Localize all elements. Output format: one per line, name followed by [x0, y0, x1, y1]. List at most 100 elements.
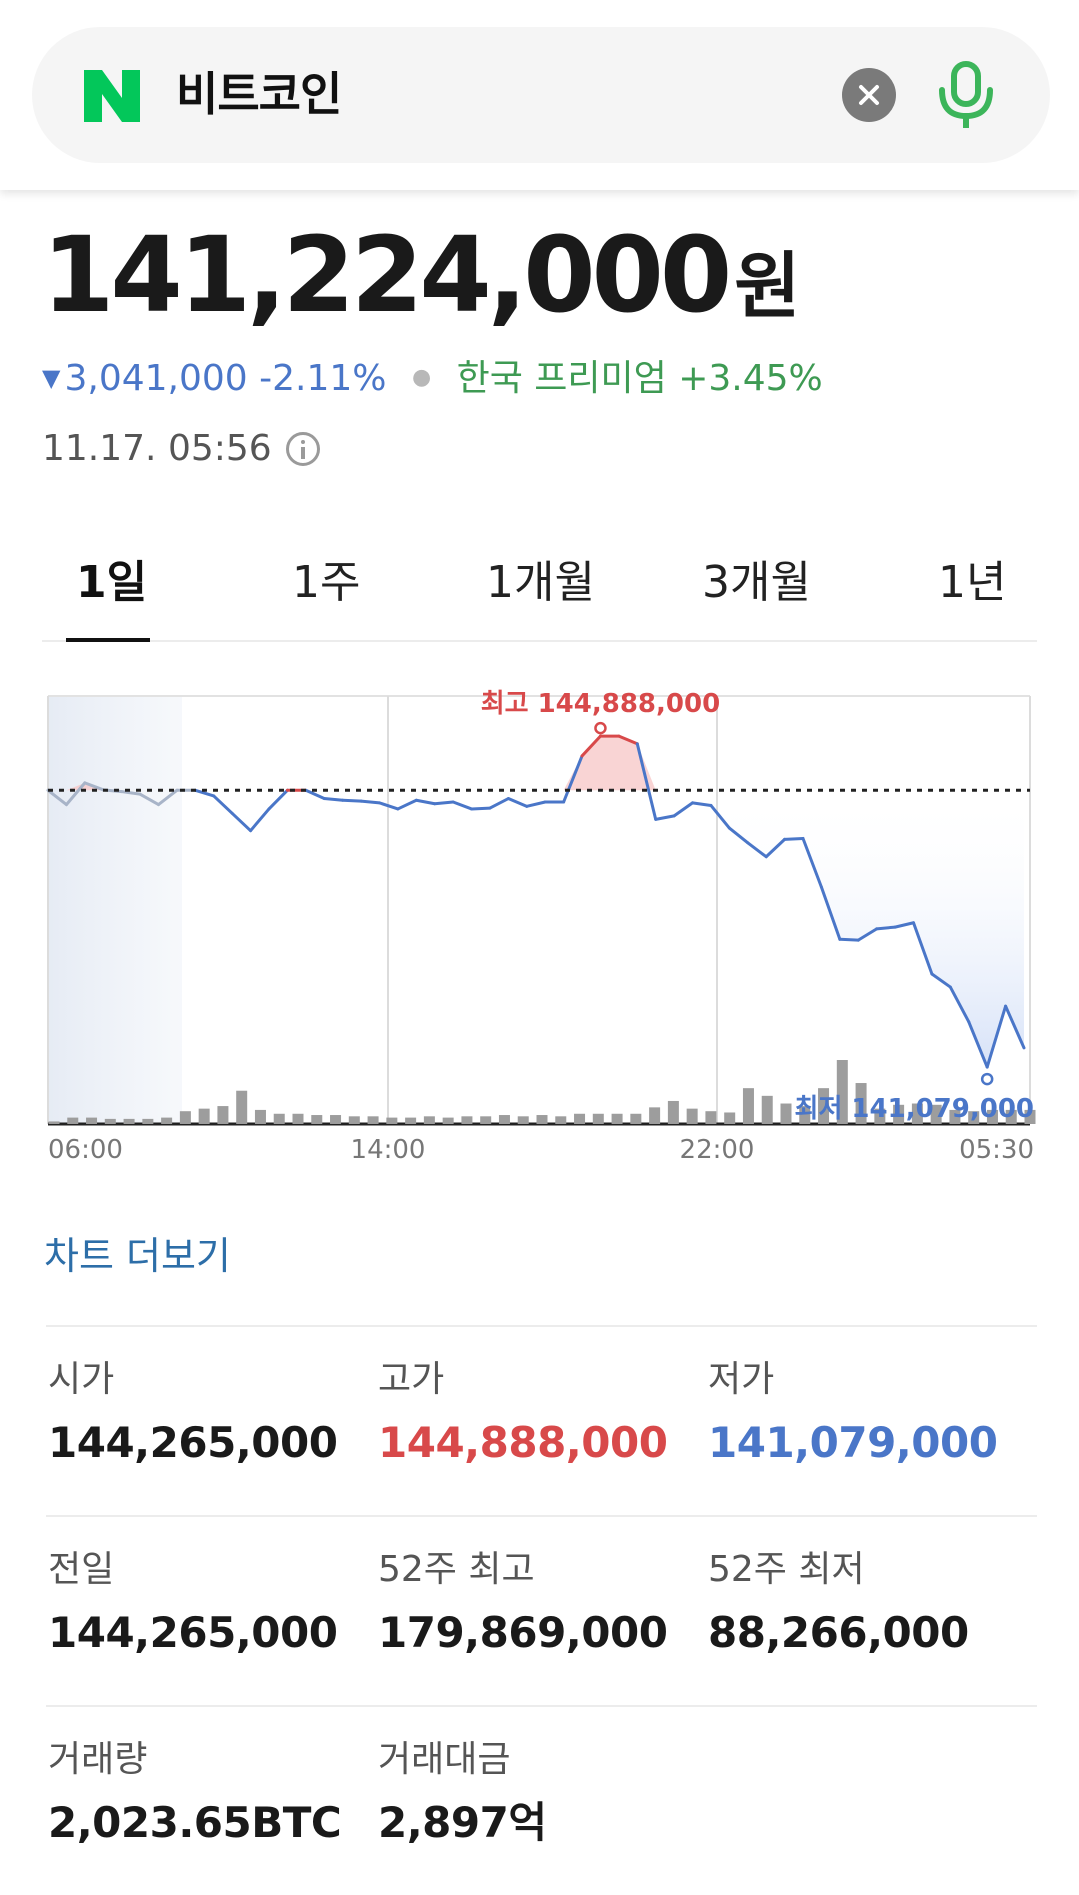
price-line-segment	[967, 1020, 989, 1069]
clear-button[interactable]	[842, 68, 896, 122]
volume-bar	[480, 1116, 492, 1124]
more-chart-link[interactable]: 차트 더보기	[44, 1234, 231, 1278]
price-line-segment	[709, 803, 731, 830]
volume-bar	[1024, 1109, 1036, 1124]
search-header: 비트코인	[0, 0, 1079, 190]
stat-label: 52주 최저	[708, 1549, 865, 1590]
volume-bar	[780, 1103, 792, 1124]
stat-volume: 거래량 2,023.65BTC	[48, 1737, 342, 1849]
stat-value: 144,265,000	[48, 1608, 338, 1657]
stat-trade-value: 거래대금 2,897억	[378, 1737, 547, 1849]
stat-label: 시가	[48, 1359, 115, 1400]
volume-bar	[311, 1115, 323, 1124]
price-change-row: ▼ 3,041,000 -2.11% ● 한국 프리미엄 +3.45%	[42, 356, 823, 401]
tab-1-week[interactable]: 1주	[292, 557, 361, 608]
volume-bar	[273, 1113, 285, 1124]
price-line-segment	[819, 885, 842, 941]
price-line-segment	[83, 781, 105, 792]
stat-value: 2,897억	[378, 1798, 547, 1847]
price-line-segment	[838, 937, 860, 942]
x-tick-label: 22:00	[680, 1135, 755, 1165]
stat-value: 144,888,000	[378, 1418, 668, 1467]
price-unit: 원	[734, 244, 801, 328]
price-line-segment	[930, 972, 952, 989]
volume-bar	[386, 1117, 398, 1124]
tab-1-year[interactable]: 1년	[938, 557, 1007, 608]
volume-bar	[330, 1115, 342, 1124]
volume-bar	[123, 1118, 135, 1124]
pre-session-shade	[48, 696, 182, 1124]
volume-bar	[555, 1116, 567, 1124]
price-line-segment	[249, 807, 271, 833]
price-line-segment	[193, 788, 216, 798]
price-line-segment	[617, 734, 639, 746]
price-line-segment	[801, 836, 823, 889]
price-line-segment	[985, 1004, 1008, 1069]
price-line-segment	[414, 798, 437, 806]
volume-bar	[104, 1118, 116, 1124]
price-line-segment	[212, 794, 234, 815]
search-input[interactable]: 비트코인	[176, 67, 342, 121]
separator-dot: ●	[411, 365, 432, 390]
volume-bar	[574, 1113, 586, 1124]
stat-52-week-high: 52주 최고 179,869,000	[378, 1547, 668, 1659]
price-line-segment	[580, 734, 602, 758]
stat-label: 거래량	[48, 1739, 148, 1780]
tab-3-months[interactable]: 3개월	[702, 557, 811, 608]
microphone-icon[interactable]	[934, 60, 998, 132]
volume-bar	[874, 1108, 886, 1124]
volume-bar	[442, 1117, 454, 1124]
stat-label: 고가	[378, 1359, 445, 1400]
price-chart[interactable]: 최고 144,888,000 최저 141,079,000 06:00 14:00 22…	[0, 680, 1079, 1180]
volume-bar	[949, 1109, 961, 1124]
price-line-segment	[46, 788, 68, 807]
stat-label: 전일	[48, 1549, 115, 1590]
price-value: 141,224,000	[42, 214, 732, 336]
price-line-segment	[562, 754, 584, 804]
price-line-segment	[377, 801, 400, 811]
volume-bar	[217, 1106, 229, 1124]
volume-bar	[142, 1118, 154, 1124]
low-label: 최저 141,079,000	[795, 1094, 1034, 1124]
info-icon[interactable]	[285, 432, 320, 466]
price-line-segment	[322, 797, 345, 802]
volume-bar	[724, 1112, 736, 1124]
price-line-segment	[433, 800, 455, 806]
price-line-segment	[672, 801, 695, 818]
stat-value: 88,266,000	[708, 1608, 969, 1657]
premium-label: 한국 프리미엄	[456, 358, 667, 399]
x-tick-label: 14:00	[351, 1135, 426, 1165]
timestamp-row: 11.17. 05:56	[42, 427, 320, 471]
premium-value: +3.45%	[678, 358, 823, 399]
price-line-segment	[396, 798, 418, 811]
change-amount: 3,041,000	[64, 358, 248, 399]
stats-row: 시가 144,265,000 고가 144,888,000 저가 141,079…	[46, 1325, 1037, 1515]
price-line-segment	[488, 797, 510, 810]
price-line-segment	[912, 921, 934, 976]
volume-bar	[198, 1108, 210, 1124]
volume-bar	[367, 1116, 379, 1124]
stat-value: 179,869,000	[378, 1608, 668, 1657]
price-line-segment	[64, 781, 87, 807]
volume-bar	[67, 1117, 79, 1124]
tab-1-month[interactable]: 1개월	[486, 557, 595, 608]
price-chart-svg: 최고 144,888,000 최저 141,079,000 06:00 14:00 22…	[46, 689, 1036, 1165]
stats-table: 시가 144,265,000 고가 144,888,000 저가 141,079…	[46, 1325, 1037, 1895]
price-line-segment	[359, 799, 381, 805]
volume-bar	[236, 1090, 248, 1124]
high-marker	[594, 721, 607, 735]
volume-bar	[179, 1111, 191, 1124]
naver-logo-icon[interactable]	[82, 68, 142, 124]
current-price: 141,224,000원	[42, 220, 801, 330]
price-line-segment	[506, 797, 529, 808]
price-line-segment	[156, 788, 179, 807]
stat-value: 144,265,000	[48, 1418, 338, 1467]
price-line-segment	[875, 925, 897, 931]
tab-1-day[interactable]: 1일	[76, 557, 148, 608]
stats-row: 거래량 2,023.65BTC 거래대금 2,897억	[46, 1705, 1037, 1895]
active-tab-indicator	[66, 638, 150, 642]
below-close-area	[48, 790, 1024, 1068]
volume-bar	[836, 1060, 848, 1124]
stat-open: 시가 144,265,000	[48, 1357, 338, 1469]
volume-bar	[86, 1117, 98, 1124]
